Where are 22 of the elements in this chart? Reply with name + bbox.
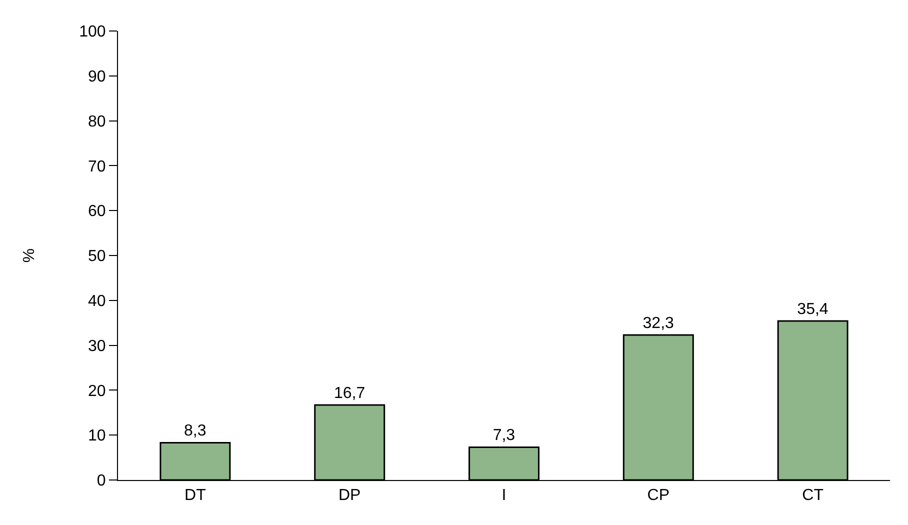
data-label: 32,3 [642, 314, 674, 332]
y-tick-label: 50 [88, 248, 106, 266]
y-tick-label: 40 [88, 293, 106, 310]
y-tick-label: 20 [88, 382, 106, 400]
y-tick-label: 30 [88, 338, 106, 355]
y-tick-label: 80 [88, 113, 106, 130]
y-tick-label: 60 [88, 203, 106, 220]
data-label: 7,3 [492, 427, 516, 444]
y-tick-label: 100 [79, 24, 106, 41]
y-tick-label: 10 [88, 428, 106, 445]
data-label: 16,7 [334, 385, 366, 402]
y-axis-title: % [20, 248, 38, 263]
x-tick-label: DT [184, 487, 206, 504]
y-tick-label: 0 [96, 472, 106, 490]
y-tick-label: 90 [88, 68, 106, 86]
x-tick-label: DP [338, 487, 361, 504]
x-tick-label: I [502, 487, 506, 504]
y-tick-label: 70 [88, 158, 106, 176]
x-tick-label: CP [647, 487, 670, 504]
data-label: 8,3 [184, 422, 206, 440]
x-tick-label: CT [802, 487, 824, 504]
data-label: 35,4 [797, 301, 828, 318]
